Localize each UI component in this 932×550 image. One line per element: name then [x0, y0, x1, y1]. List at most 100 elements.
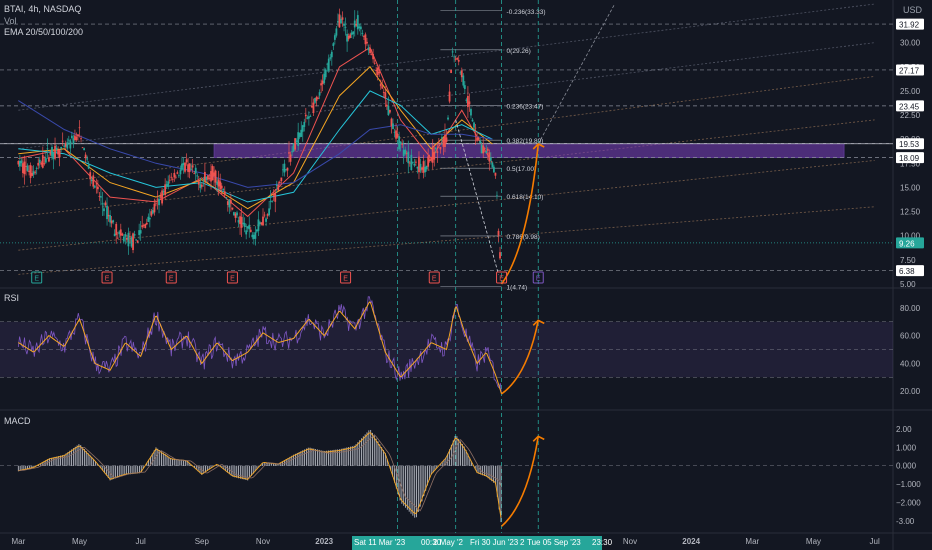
candle-body	[230, 200, 232, 203]
candle-body	[433, 152, 435, 159]
candle-body	[310, 116, 312, 117]
candle-body	[172, 179, 174, 180]
earnings-badge-text: E	[34, 276, 39, 283]
candle-body	[389, 110, 391, 113]
candle-body	[176, 172, 178, 174]
candle-body	[158, 199, 160, 205]
candle-body	[215, 171, 217, 183]
candle-body	[325, 70, 327, 78]
candle-body	[221, 186, 223, 189]
macd-pane-label: MACD	[4, 416, 31, 426]
candle-body	[190, 169, 192, 170]
candle-body	[407, 152, 409, 164]
price-axis-tick: 12.50	[900, 208, 921, 217]
price-axis-tick: 22.50	[900, 111, 921, 120]
candle-body	[66, 142, 68, 148]
x-tick-label: Mar	[745, 537, 759, 546]
candle-body	[88, 165, 90, 169]
price-axis-tick: 15.00	[900, 183, 921, 192]
rsi-pane-label: RSI	[4, 293, 19, 303]
candle-body	[56, 148, 58, 150]
candle-body	[86, 158, 88, 159]
candle-body	[144, 224, 146, 228]
candle-body	[24, 162, 26, 174]
candle-body	[135, 239, 137, 240]
price-tag-label: 9.26	[899, 239, 915, 248]
candle-body	[450, 70, 452, 73]
candle-body	[305, 115, 307, 117]
candle-body	[254, 232, 256, 239]
time-crosshair-label: Tue 05 Sep '23	[527, 538, 581, 547]
candle-body	[380, 84, 382, 87]
candle-body	[154, 204, 156, 213]
candle-body	[169, 180, 171, 181]
x-tick-label: Nov	[256, 537, 270, 546]
candle-body	[381, 86, 383, 88]
x-tick-label: Mar	[11, 537, 25, 546]
candle-body	[77, 134, 79, 136]
candle-body	[117, 238, 119, 239]
candle-body	[178, 175, 180, 176]
macd-axis-tick: 1.000	[896, 443, 917, 452]
candle-body	[196, 175, 198, 176]
candle-body	[361, 33, 363, 34]
candle-body	[487, 149, 489, 151]
price-tag-label: 18.09	[899, 154, 920, 163]
candle-body	[499, 252, 501, 258]
candle-body	[80, 138, 82, 139]
candle-body	[366, 42, 368, 43]
candle-body	[439, 147, 441, 149]
time-crosshair-label: Fri 30 Jun '23	[470, 538, 519, 547]
candle-body	[331, 52, 333, 57]
time-crosshair-label: 2 May '2	[433, 538, 464, 547]
candle-body	[271, 201, 273, 202]
candle-body	[121, 234, 123, 236]
candle-body	[128, 233, 130, 247]
earnings-badge-text: E	[169, 276, 174, 283]
candle-body	[60, 147, 62, 148]
support-resistance-zone	[214, 144, 844, 158]
candle-body	[496, 195, 498, 196]
candle-body	[313, 103, 315, 113]
candle-body	[349, 34, 351, 38]
candle-body	[195, 168, 197, 174]
candle-body	[400, 142, 402, 144]
candle-body	[438, 142, 440, 143]
candle-body	[85, 155, 87, 159]
price-tag-label: 27.17	[899, 66, 920, 75]
candle-body	[264, 215, 266, 216]
candle-body	[265, 218, 267, 221]
price-axis-tick: 5.00	[900, 280, 916, 289]
earnings-badge-text: E	[230, 276, 235, 283]
candle-body	[317, 98, 319, 99]
candle-body	[106, 206, 108, 219]
candle-body	[54, 146, 56, 159]
candle-body	[103, 208, 105, 211]
candle-body	[82, 147, 84, 148]
x-tick-label: May	[72, 537, 87, 546]
candle-body	[97, 187, 99, 190]
candle-body	[415, 162, 417, 163]
candle-body	[21, 161, 23, 164]
candle-body	[62, 141, 64, 142]
candle-body	[184, 163, 186, 172]
candle-body	[495, 173, 497, 176]
candle-body	[473, 122, 475, 127]
candle-body	[112, 220, 114, 222]
candle-body	[262, 217, 264, 226]
candle-body	[137, 240, 139, 242]
candle-body	[42, 155, 44, 168]
candle-body	[329, 57, 331, 58]
candle-body	[140, 230, 142, 233]
candle-body	[146, 223, 148, 224]
candle-body	[453, 56, 455, 57]
candle-body	[79, 127, 81, 128]
candle-body	[124, 234, 126, 237]
candle-body	[284, 164, 286, 173]
x-tick-label: Jul	[136, 537, 146, 546]
candle-body	[115, 224, 117, 235]
candle-body	[248, 225, 250, 230]
candle-body	[30, 165, 32, 178]
candle-body	[290, 154, 292, 161]
